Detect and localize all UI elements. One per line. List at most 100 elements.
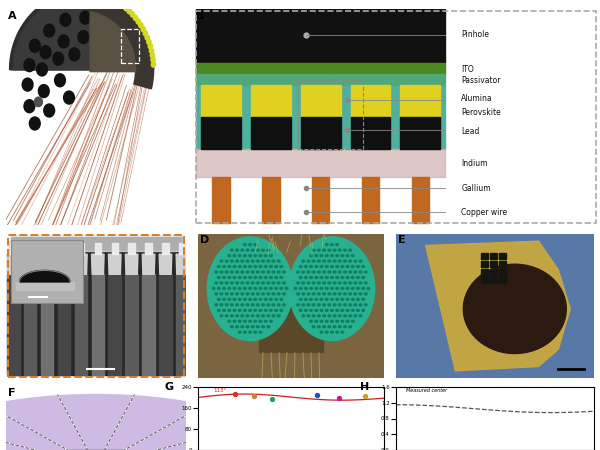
- Circle shape: [226, 271, 228, 273]
- Circle shape: [349, 282, 352, 284]
- Point: [230, 390, 240, 397]
- Wedge shape: [0, 423, 96, 450]
- Circle shape: [223, 298, 226, 301]
- Circle shape: [331, 331, 333, 333]
- Circle shape: [305, 288, 307, 289]
- Circle shape: [320, 266, 323, 268]
- Circle shape: [223, 288, 226, 289]
- Circle shape: [359, 260, 362, 262]
- Circle shape: [269, 288, 272, 289]
- Circle shape: [352, 309, 354, 311]
- Circle shape: [346, 320, 349, 322]
- Circle shape: [246, 326, 249, 328]
- Circle shape: [251, 271, 254, 273]
- Circle shape: [151, 62, 155, 67]
- Circle shape: [331, 266, 333, 268]
- Circle shape: [317, 282, 320, 284]
- Circle shape: [44, 24, 55, 37]
- Circle shape: [218, 266, 220, 268]
- Circle shape: [151, 57, 155, 63]
- Circle shape: [251, 304, 254, 306]
- Circle shape: [244, 288, 246, 289]
- Circle shape: [228, 320, 230, 322]
- Circle shape: [352, 288, 354, 289]
- Text: G: G: [164, 382, 173, 392]
- Polygon shape: [145, 243, 152, 254]
- Circle shape: [269, 276, 272, 279]
- Circle shape: [341, 331, 344, 333]
- Polygon shape: [74, 274, 87, 375]
- Circle shape: [338, 293, 341, 295]
- Polygon shape: [396, 234, 594, 378]
- Circle shape: [277, 260, 280, 262]
- Circle shape: [257, 304, 259, 306]
- Wedge shape: [96, 395, 206, 450]
- Polygon shape: [200, 117, 241, 149]
- Circle shape: [323, 260, 325, 262]
- Circle shape: [228, 298, 230, 301]
- Circle shape: [346, 255, 349, 256]
- Circle shape: [238, 331, 241, 333]
- Circle shape: [220, 260, 223, 262]
- Circle shape: [299, 266, 302, 268]
- Circle shape: [341, 288, 344, 289]
- Circle shape: [307, 260, 310, 262]
- Circle shape: [344, 271, 346, 273]
- Polygon shape: [109, 274, 121, 375]
- Circle shape: [233, 288, 236, 289]
- Circle shape: [238, 288, 241, 289]
- Circle shape: [349, 260, 352, 262]
- Circle shape: [323, 271, 325, 273]
- Circle shape: [356, 288, 359, 289]
- Ellipse shape: [208, 237, 293, 341]
- Polygon shape: [16, 282, 74, 290]
- Polygon shape: [10, 243, 16, 254]
- Circle shape: [251, 326, 254, 328]
- Polygon shape: [499, 276, 506, 283]
- Text: C: C: [8, 235, 16, 245]
- Circle shape: [259, 298, 262, 301]
- Circle shape: [275, 298, 277, 301]
- Polygon shape: [58, 274, 70, 375]
- Polygon shape: [490, 253, 497, 259]
- Circle shape: [241, 282, 244, 284]
- Circle shape: [338, 282, 341, 284]
- Circle shape: [344, 293, 346, 295]
- Circle shape: [238, 320, 241, 322]
- Wedge shape: [0, 395, 96, 450]
- Circle shape: [302, 271, 305, 273]
- Circle shape: [238, 255, 241, 256]
- Circle shape: [344, 304, 346, 306]
- Text: F: F: [8, 387, 16, 398]
- Polygon shape: [301, 85, 341, 117]
- Circle shape: [55, 74, 65, 87]
- Circle shape: [257, 260, 259, 262]
- Circle shape: [124, 6, 128, 11]
- Circle shape: [143, 31, 148, 36]
- Circle shape: [331, 320, 333, 322]
- Circle shape: [265, 255, 267, 256]
- Circle shape: [236, 315, 238, 317]
- Circle shape: [359, 293, 362, 295]
- Circle shape: [64, 91, 74, 104]
- Circle shape: [323, 282, 325, 284]
- Circle shape: [315, 255, 317, 256]
- Circle shape: [223, 276, 226, 279]
- Circle shape: [341, 276, 344, 279]
- Polygon shape: [91, 274, 104, 375]
- Circle shape: [280, 276, 283, 279]
- Circle shape: [352, 276, 354, 279]
- Circle shape: [349, 326, 352, 328]
- Circle shape: [356, 276, 359, 279]
- Circle shape: [40, 46, 51, 58]
- Polygon shape: [481, 269, 488, 275]
- Circle shape: [331, 255, 333, 256]
- Circle shape: [236, 271, 238, 273]
- Polygon shape: [499, 253, 506, 259]
- Polygon shape: [490, 269, 497, 275]
- Circle shape: [215, 304, 218, 306]
- Circle shape: [325, 276, 328, 279]
- Circle shape: [241, 326, 244, 328]
- Polygon shape: [142, 254, 155, 274]
- Polygon shape: [400, 117, 440, 149]
